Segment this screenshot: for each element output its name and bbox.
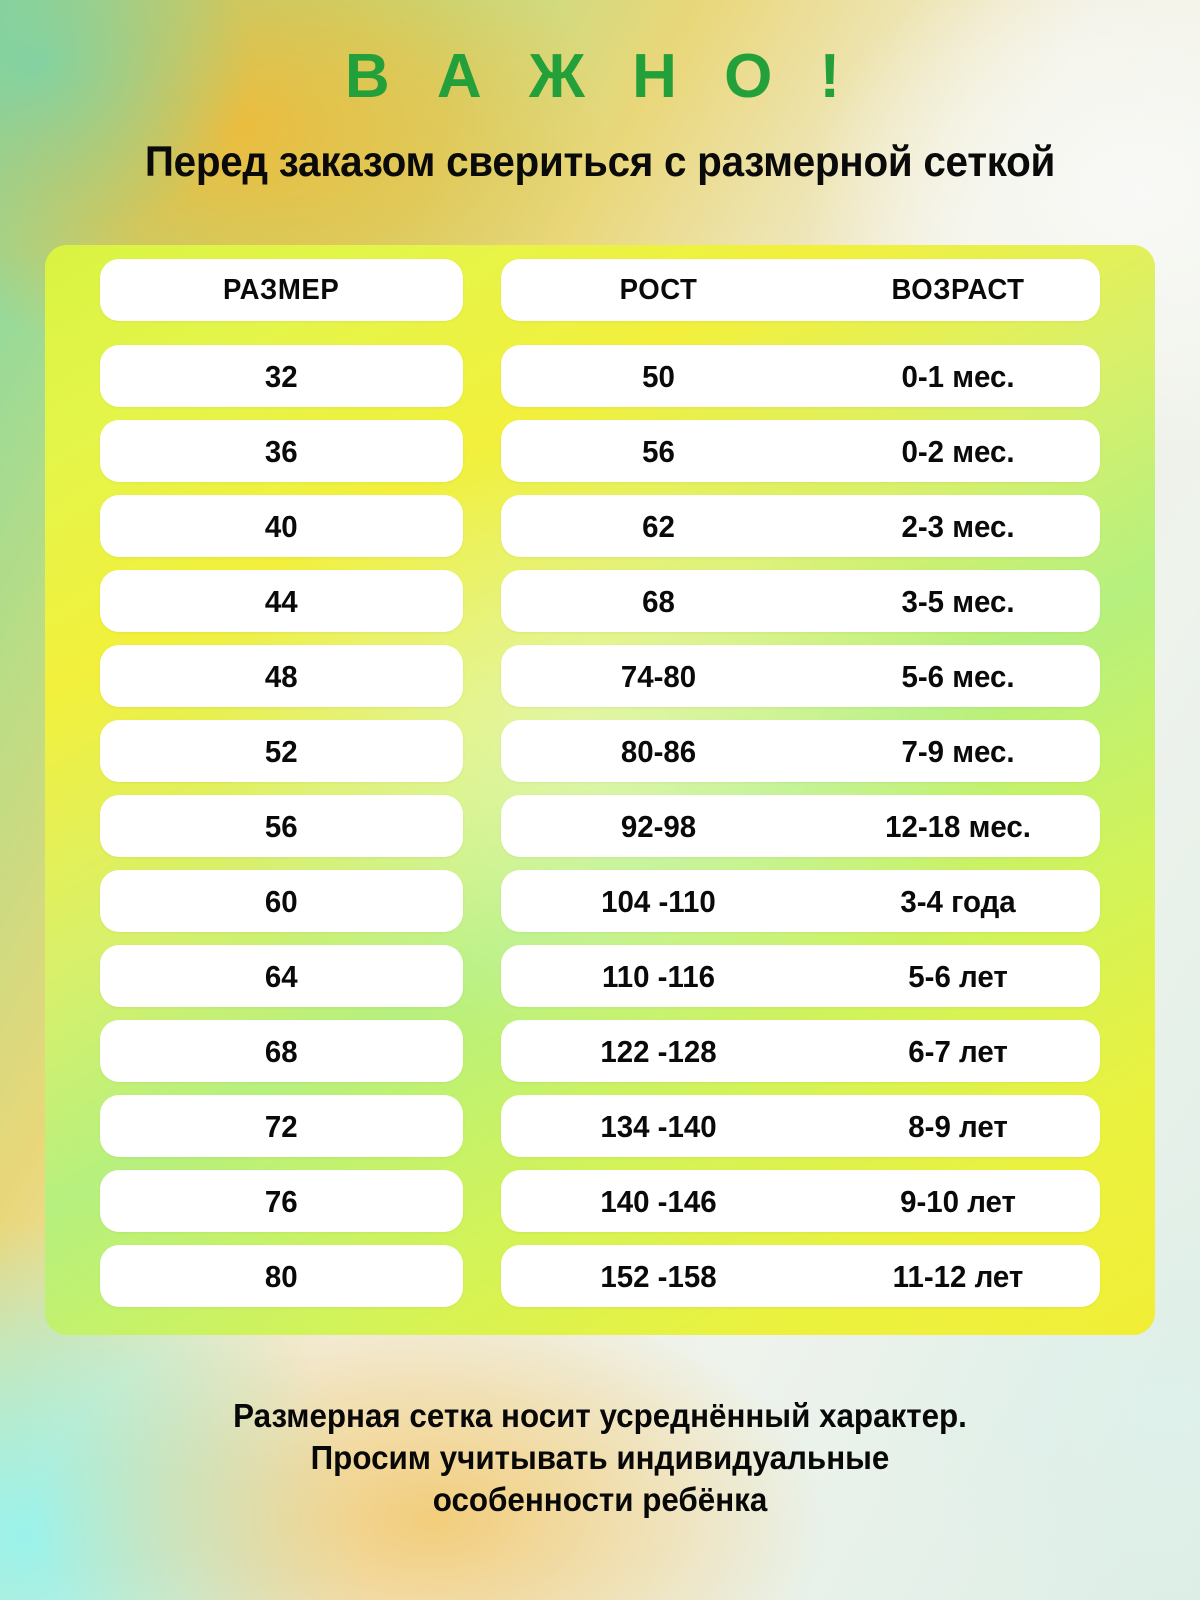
cell-size: 80 (265, 1258, 298, 1294)
cell-age: 6-7 лет (908, 1033, 1008, 1069)
page-title: В А Ж Н О ! (344, 42, 856, 111)
cell-age: 0-1 мес. (901, 358, 1015, 394)
cell-size: 72 (265, 1108, 298, 1144)
row-cell-height-age: 110 -116 5-6 лет (501, 945, 1100, 1007)
table-row: 72 134 -140 8-9 лет (100, 1095, 1100, 1157)
row-cell-height-age: 50 0-1 мес. (501, 345, 1100, 407)
cell-height: 110 -116 (601, 958, 716, 994)
cell-age: 8-9 лет (908, 1108, 1008, 1144)
cell-height: 104 -110 (601, 883, 716, 919)
table-row: 32 50 0-1 мес. (100, 345, 1100, 407)
table-row: 80 152 -158 11-12 лет (100, 1245, 1100, 1307)
table-row: 36 56 0-2 мес. (100, 420, 1100, 482)
cell-age: 9-10 лет (900, 1183, 1016, 1219)
row-cell-size: 72 (100, 1095, 463, 1157)
cell-age: 12-18 мес. (885, 808, 1031, 844)
cell-age: 11-12 лет (892, 1258, 1024, 1294)
cell-size: 40 (265, 508, 298, 544)
cell-age: 3-5 мес. (901, 583, 1015, 619)
cell-size: 52 (265, 733, 298, 769)
cell-size: 60 (265, 883, 298, 919)
header-cell-height-age: РОСТ ВОЗРАСТ (501, 259, 1100, 321)
cell-height: 80-86 (620, 733, 697, 769)
cell-height: 140 -146 (600, 1183, 717, 1219)
row-cell-height-age: 56 0-2 мес. (501, 420, 1100, 482)
size-chart-card: РАЗМЕР РОСТ ВОЗРАСТ 32 50 0-1 мес. 36 56 0-2 мес… (45, 245, 1155, 1335)
row-cell-size: 52 (100, 720, 463, 782)
cell-size: 64 (265, 958, 298, 994)
column-header-height: РОСТ (619, 273, 698, 306)
cell-height: 92-98 (620, 808, 697, 844)
table-row: 60 104 -110 3-4 года (100, 870, 1100, 932)
table-row: 40 62 2-3 мес. (100, 495, 1100, 557)
cell-age: 5-6 мес. (901, 658, 1015, 694)
cell-size: 36 (265, 433, 298, 469)
cell-height: 74-80 (620, 658, 697, 694)
row-cell-size: 68 (100, 1020, 463, 1082)
cell-age: 2-3 мес. (901, 508, 1015, 544)
cell-size: 44 (265, 583, 298, 619)
row-cell-size: 56 (100, 795, 463, 857)
table-row: 48 74-80 5-6 мес. (100, 645, 1100, 707)
row-cell-height-age: 152 -158 11-12 лет (501, 1245, 1100, 1307)
row-cell-size: 80 (100, 1245, 463, 1307)
cell-age: 5-6 лет (908, 958, 1008, 994)
cell-height: 68 (642, 583, 675, 619)
footer-line-3: особенности ребёнка (432, 1481, 768, 1519)
cell-size: 76 (265, 1183, 298, 1219)
footer-line-2: Просим учитывать индивидуальные (310, 1439, 890, 1477)
row-cell-size: 76 (100, 1170, 463, 1232)
cell-height: 134 -140 (600, 1108, 717, 1144)
cell-size: 32 (265, 358, 298, 394)
footer-line-1: Размерная сетка носит усреднённый характ… (233, 1397, 967, 1434)
footer-note: Размерная сетка носит усреднённый характ… (30, 1395, 1170, 1522)
table-row: 76 140 -146 9-10 лет (100, 1170, 1100, 1232)
cell-size: 48 (265, 658, 298, 694)
cell-height: 152 -158 (600, 1258, 717, 1294)
table-row: 44 68 3-5 мес. (100, 570, 1100, 632)
cell-height: 122 -128 (600, 1033, 717, 1069)
table-row: 64 110 -116 5-6 лет (100, 945, 1100, 1007)
header-cell-size: РАЗМЕР (100, 259, 463, 321)
row-cell-size: 40 (100, 495, 463, 557)
row-cell-size: 44 (100, 570, 463, 632)
size-chart-table: РАЗМЕР РОСТ ВОЗРАСТ 32 50 0-1 мес. 36 56 0-2 мес… (45, 245, 1155, 1335)
cell-height: 62 (642, 508, 675, 544)
cell-age: 0-2 мес. (901, 433, 1015, 469)
row-cell-height-age: 122 -128 6-7 лет (501, 1020, 1100, 1082)
row-cell-size: 64 (100, 945, 463, 1007)
page-subtitle: Перед заказом свериться с размерной сетк… (144, 138, 1056, 186)
row-cell-height-age: 68 3-5 мес. (501, 570, 1100, 632)
row-cell-size: 60 (100, 870, 463, 932)
table-row: 52 80-86 7-9 мес. (100, 720, 1100, 782)
row-cell-size: 48 (100, 645, 463, 707)
row-cell-height-age: 74-80 5-6 мес. (501, 645, 1100, 707)
table-row: 68 122 -128 6-7 лет (100, 1020, 1100, 1082)
row-cell-height-age: 62 2-3 мес. (501, 495, 1100, 557)
row-cell-height-age: 92-98 12-18 мес. (501, 795, 1100, 857)
row-cell-height-age: 80-86 7-9 мес. (501, 720, 1100, 782)
row-cell-height-age: 134 -140 8-9 лет (501, 1095, 1100, 1157)
row-cell-size: 36 (100, 420, 463, 482)
cell-height: 56 (642, 433, 675, 469)
table-row: 56 92-98 12-18 мес. (100, 795, 1100, 857)
column-header-age: ВОЗРАСТ (891, 273, 1025, 306)
cell-size: 56 (265, 808, 298, 844)
table-header-row: РАЗМЕР РОСТ ВОЗРАСТ (100, 259, 1100, 321)
row-cell-height-age: 140 -146 9-10 лет (501, 1170, 1100, 1232)
cell-age: 7-9 мес. (901, 733, 1015, 769)
row-cell-size: 32 (100, 345, 463, 407)
cell-age: 3-4 года (900, 883, 1016, 919)
row-cell-height-age: 104 -110 3-4 года (501, 870, 1100, 932)
column-header-size: РАЗМЕР (223, 273, 340, 306)
cell-height: 50 (642, 358, 675, 394)
cell-size: 68 (265, 1033, 298, 1069)
